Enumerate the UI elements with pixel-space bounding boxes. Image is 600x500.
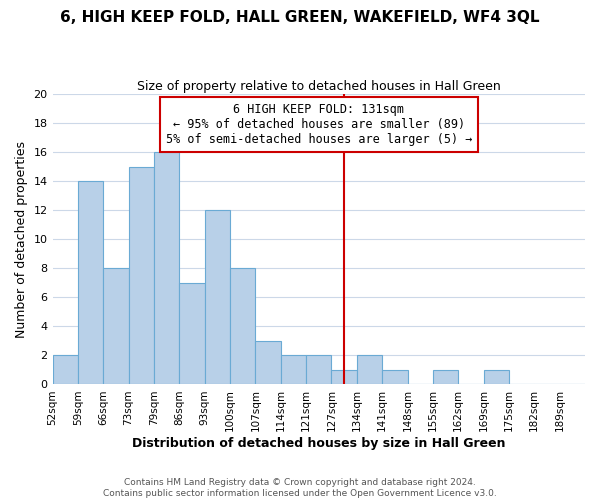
Bar	[230, 268, 256, 384]
Bar	[179, 283, 205, 384]
Text: Contains HM Land Registry data © Crown copyright and database right 2024.
Contai: Contains HM Land Registry data © Crown c…	[103, 478, 497, 498]
Bar	[53, 356, 78, 384]
Bar	[78, 182, 103, 384]
Bar	[103, 268, 128, 384]
Bar	[382, 370, 407, 384]
Text: 6 HIGH KEEP FOLD: 131sqm
← 95% of detached houses are smaller (89)
5% of semi-de: 6 HIGH KEEP FOLD: 131sqm ← 95% of detach…	[166, 103, 472, 146]
Bar	[484, 370, 509, 384]
Bar	[357, 356, 382, 384]
Bar	[154, 152, 179, 384]
Bar	[256, 341, 281, 384]
Bar	[205, 210, 230, 384]
Bar	[331, 370, 357, 384]
Bar	[281, 356, 306, 384]
Text: 6, HIGH KEEP FOLD, HALL GREEN, WAKEFIELD, WF4 3QL: 6, HIGH KEEP FOLD, HALL GREEN, WAKEFIELD…	[60, 10, 540, 25]
X-axis label: Distribution of detached houses by size in Hall Green: Distribution of detached houses by size …	[132, 437, 506, 450]
Y-axis label: Number of detached properties: Number of detached properties	[15, 141, 28, 338]
Bar	[128, 166, 154, 384]
Bar	[306, 356, 331, 384]
Bar	[433, 370, 458, 384]
Title: Size of property relative to detached houses in Hall Green: Size of property relative to detached ho…	[137, 80, 500, 93]
